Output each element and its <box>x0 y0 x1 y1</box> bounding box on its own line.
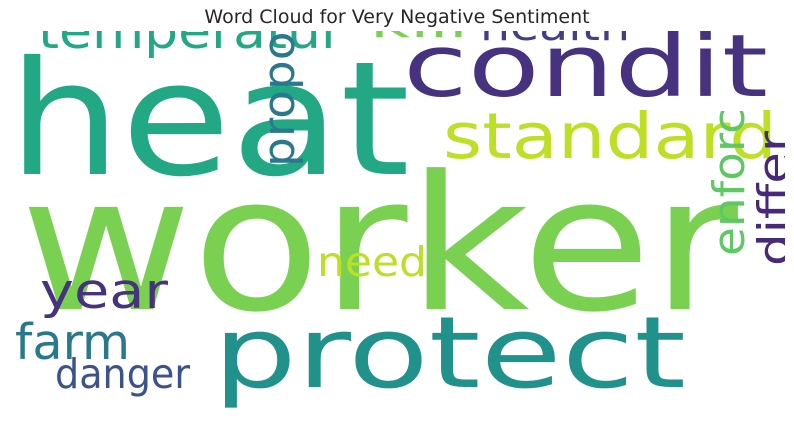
word-protect: protect <box>213 296 686 411</box>
chart-title: Word Cloud for Very Negative Sentiment <box>204 6 590 28</box>
word-differ: differ <box>750 131 785 266</box>
word-temperatur: temperatur <box>38 31 344 60</box>
word-propos: propos <box>255 31 305 167</box>
word-year: year <box>40 263 169 320</box>
word-worker: worker <box>20 137 738 354</box>
word-danger: danger <box>55 350 190 398</box>
word-standard: standard <box>443 99 777 173</box>
word-need: need <box>317 238 427 286</box>
word-farm: farm <box>15 314 130 371</box>
word-heat: heat <box>12 31 410 212</box>
word-kill: kill <box>370 31 468 47</box>
word-enforc: enforc <box>705 108 755 256</box>
word-health: health <box>480 31 630 50</box>
word-condit: condit <box>403 31 768 117</box>
word-cloud-canvas: worker heat condit protect standard temperatu… <box>12 31 785 421</box>
